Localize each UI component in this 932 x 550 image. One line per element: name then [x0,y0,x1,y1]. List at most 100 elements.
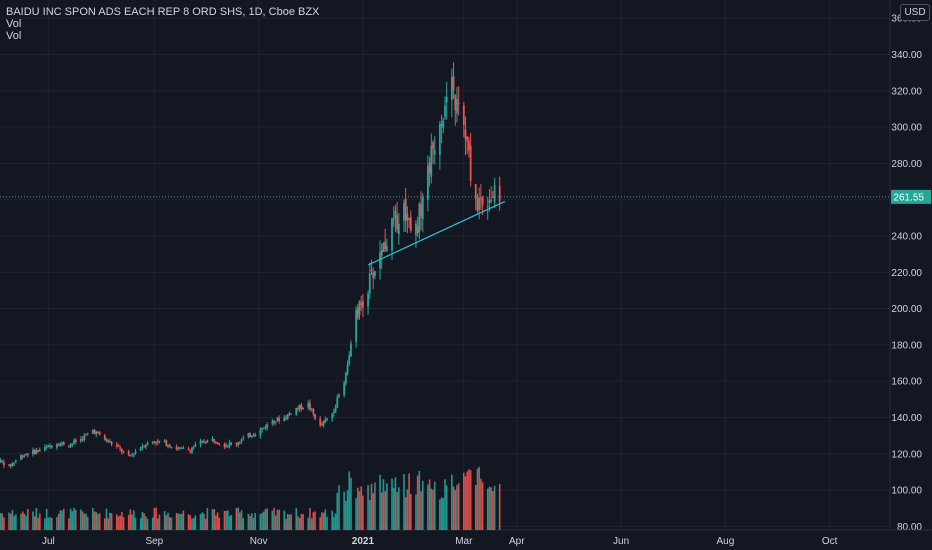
candle-body [285,418,287,420]
y-tick-label: 140.00 [891,413,922,424]
volume-bar [336,492,339,530]
candle-body [223,444,226,447]
volume-bar [490,487,492,530]
volume-bar [464,476,467,530]
volume-bar [326,516,328,530]
volume-bar [350,477,352,530]
candle-body [32,449,34,455]
candle-body [37,451,39,453]
candle-body [250,435,253,438]
volume-bar [0,513,2,530]
candle-body [274,421,277,423]
candle-body [370,269,373,271]
volume-bar [442,498,445,530]
last-price-badge [891,189,931,204]
candle-body [50,445,53,448]
candle-body [134,451,137,454]
volume-indicator-label-2[interactable]: Vol [6,30,22,42]
chart-legend: BAIDU INC SPON ADS EACH REP 8 ORD SHS, 1… [6,6,319,42]
candle-body [49,445,51,447]
candle-body [1,460,4,462]
candle-body [56,444,58,448]
currency-button[interactable]: USD [900,4,930,21]
candle-body [156,440,159,443]
candle-body [167,445,169,447]
candle-body [249,433,251,437]
candle-body [464,129,467,139]
candle-body [170,446,173,448]
candle-body [204,442,207,444]
volume-bar [218,517,221,530]
y-tick-label: 80.00 [897,522,922,533]
candle-body [120,448,123,453]
candle-body [3,462,5,466]
volume-bar [278,509,280,530]
candle-body [442,120,445,128]
volume-bar [139,518,142,530]
candle-body [409,217,412,231]
symbol-title[interactable]: BAIDU INC SPON ADS EACH REP 8 ORD SHS, 1… [6,6,320,18]
candle-body [146,442,149,446]
candle-body [427,165,429,200]
candle-body [312,408,315,414]
candle-body [14,460,17,462]
candle-body [261,428,263,430]
y-tick-label: 320.00 [891,86,922,97]
candle-body [115,444,118,446]
x-tick-label: Nov [250,536,268,547]
volume-bar [346,490,349,530]
candle-body [93,429,96,434]
volume-bar [343,491,345,530]
candle-body [457,102,460,104]
candle-body [59,443,62,447]
candle-body [163,440,166,442]
volume-bar [391,478,393,530]
candle-body [237,442,240,446]
volume-bar [155,507,157,530]
volume-bar [15,514,17,530]
volume-bar [345,500,347,530]
volume-bar [298,517,301,530]
trendline[interactable] [367,200,506,266]
candle-body [0,460,2,463]
volume-indicator-label[interactable]: Vol [6,18,22,30]
volume-bar [319,517,321,530]
candle-body [397,223,400,235]
volume-bar [153,507,156,530]
volume-bar [382,479,385,530]
candle-body [394,210,397,219]
candle-body [9,464,12,466]
volume-bar [392,487,395,530]
volume-bar [380,492,383,530]
candle-body [486,206,489,208]
volume-bar [8,512,10,530]
volume-bar [158,514,161,530]
volume-bar [283,510,286,530]
candle-body [433,149,436,155]
candle-body [199,440,202,445]
candle-body [406,214,409,221]
volume-bar [415,494,417,530]
volume-bar [170,517,173,530]
candle-body [192,447,195,449]
candle-body [67,445,70,447]
candle-body [478,198,481,210]
volume-bar [285,518,287,530]
candle-body [290,413,293,415]
volume-bar [49,517,51,530]
volume-bar [322,512,325,530]
volume-bar [310,518,313,530]
volume-bar [92,507,94,530]
volume-bar [97,514,99,530]
volume-bar [235,508,238,530]
volume-bar [439,499,441,530]
candle-body [356,307,359,319]
volume-bar [3,517,5,530]
volume-bar [239,512,241,530]
volume-bar [360,486,363,530]
candle-body [143,446,145,448]
volume-bar [290,514,292,530]
volume-bar [486,488,489,530]
